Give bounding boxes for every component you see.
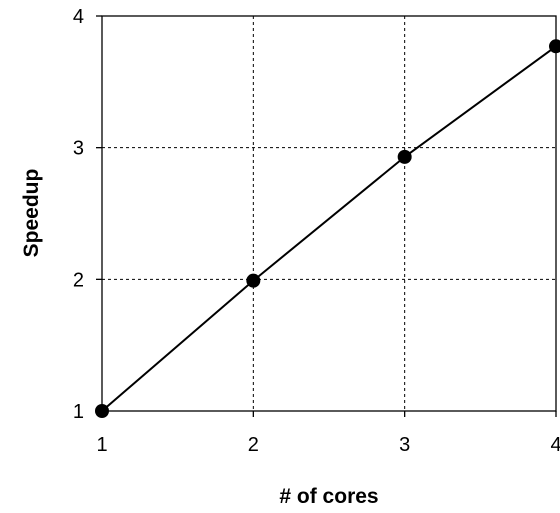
data-point-1	[95, 404, 109, 418]
x-tick-label-4: 4	[550, 434, 560, 456]
y-tick-label-3: 3	[73, 138, 84, 160]
data-point-4	[549, 39, 560, 54]
data-point-2	[246, 273, 261, 288]
x-tick-label-1: 1	[96, 434, 107, 456]
x-axis-title: # of cores	[279, 485, 378, 508]
data-point-3	[397, 149, 412, 164]
series-layer	[95, 39, 560, 418]
y-tick-label-1: 1	[73, 401, 84, 423]
x-tick-label-3: 3	[399, 434, 410, 456]
grid-lines	[102, 16, 556, 411]
series-line-0	[101, 45, 557, 412]
plot-frame	[101, 15, 557, 412]
tick-labels: 1 2 3 4 1 2 3 4	[73, 6, 560, 456]
y-tick-label-4: 4	[73, 6, 84, 28]
y-tick-label-2: 2	[73, 269, 84, 291]
x-tick-label-2: 2	[248, 434, 259, 456]
y-axis-title: Speedup	[20, 169, 43, 258]
